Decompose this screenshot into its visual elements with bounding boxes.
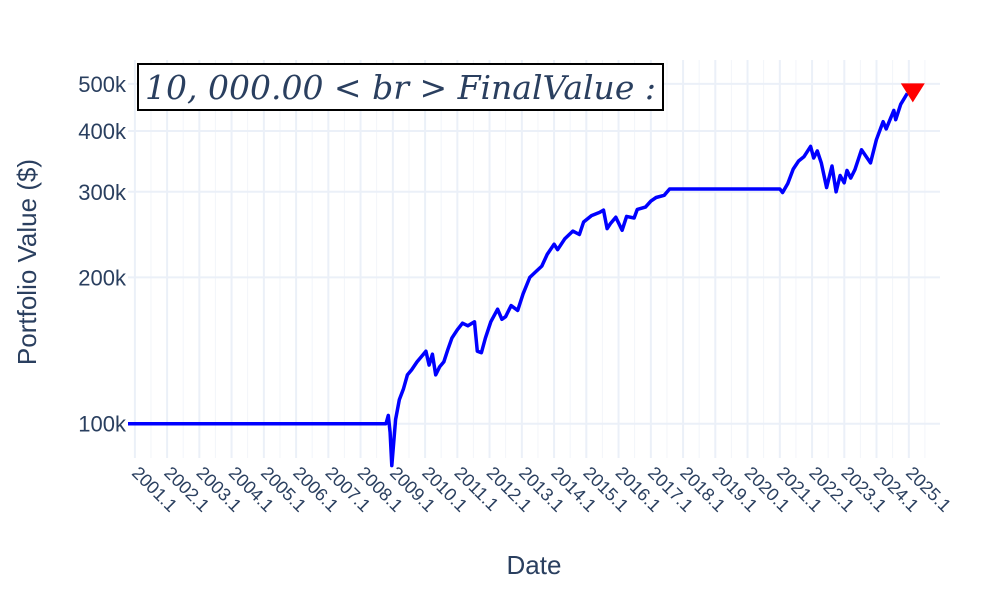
y-tick-label: 200k [78, 265, 127, 290]
x-axis-title: Date [507, 550, 562, 580]
series-layer [128, 92, 909, 468]
marker-layer [900, 83, 925, 103]
x-axis-ticks: 2001.12002.12003.12004.12005.12006.12007… [128, 463, 955, 516]
portfolio-value-line [128, 92, 909, 468]
final-value-marker [900, 83, 925, 103]
y-tick-label: 100k [78, 412, 127, 437]
y-tick-label: 300k [78, 180, 127, 205]
x-grid [133, 60, 926, 458]
y-tick-label: 400k [78, 119, 127, 144]
y-axis-ticks: 100k 200k 300k 400k 500k [78, 72, 127, 437]
y-tick-label: 500k [78, 72, 127, 97]
y-grid [128, 82, 940, 425]
annotation-text: 10, 000.00 < br > FinalValue : [145, 67, 656, 107]
y-axis-title: Portfolio Value ($) [12, 159, 42, 365]
final-value-annotation: 10, 000.00 < br > FinalValue : [137, 63, 664, 111]
